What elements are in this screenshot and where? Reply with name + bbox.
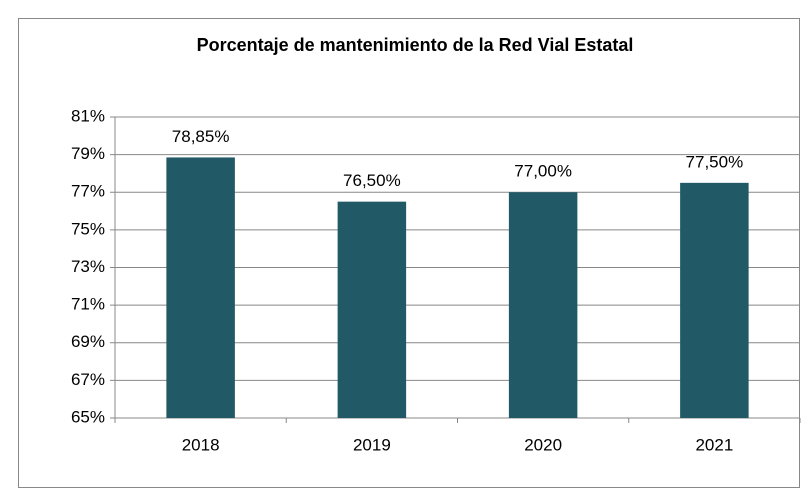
x-tick-label: 2020 xyxy=(524,435,562,454)
bar xyxy=(166,157,235,418)
x-tick-label: 2019 xyxy=(353,435,391,454)
bar xyxy=(680,182,749,418)
y-tick-label: 67% xyxy=(71,370,105,389)
x-tick-label: 2018 xyxy=(182,435,220,454)
y-tick-label: 75% xyxy=(71,219,105,238)
x-tick-label: 2021 xyxy=(695,435,733,454)
y-tick-label: 77% xyxy=(71,182,105,201)
y-tick-label: 65% xyxy=(71,407,105,426)
bar xyxy=(508,192,578,418)
y-tick-label: 81% xyxy=(71,106,105,125)
y-tick-label: 73% xyxy=(71,257,105,276)
data-label: 76,50% xyxy=(343,171,401,190)
bar xyxy=(337,201,407,418)
data-label: 78,85% xyxy=(172,127,230,146)
y-tick-label: 71% xyxy=(71,295,105,314)
data-label: 77,50% xyxy=(686,152,744,171)
chart-title: Porcentaje de mantenimiento de la Red Vi… xyxy=(197,35,634,55)
chart-frame xyxy=(18,18,800,488)
y-tick-label: 69% xyxy=(71,332,105,351)
y-tick-label: 79% xyxy=(71,144,105,163)
data-label: 77,00% xyxy=(514,162,572,181)
